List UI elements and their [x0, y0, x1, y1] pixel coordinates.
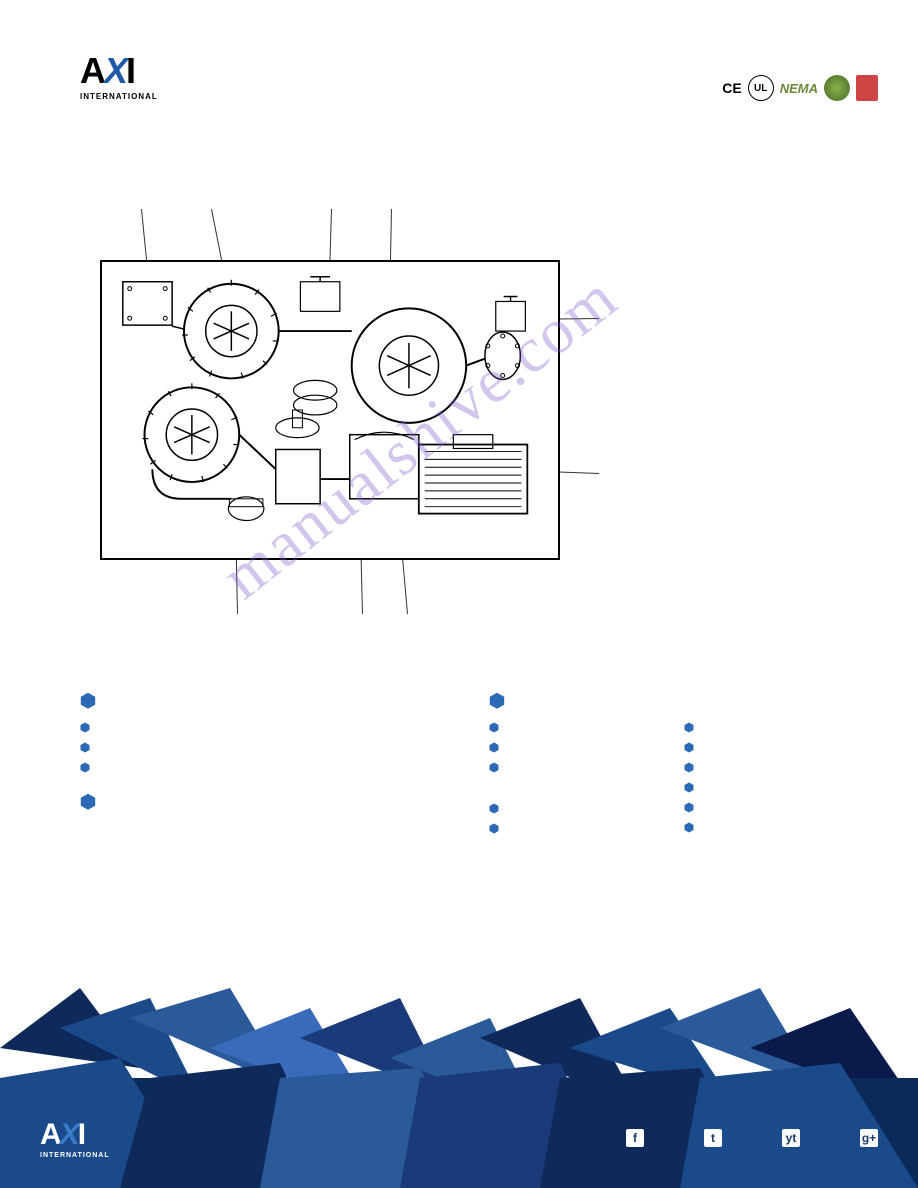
logo-letter-i: I — [126, 50, 134, 91]
nema-badge: NEMA — [780, 81, 818, 96]
certification-badges: CE UL NEMA — [722, 75, 878, 101]
bullet-icon — [684, 742, 694, 753]
spec-item — [684, 718, 859, 733]
spec-table-col-left — [489, 718, 664, 839]
facebook-icon[interactable]: f — [626, 1129, 644, 1147]
equipment-diagram — [100, 260, 560, 560]
twitter-icon-glyph: t — [704, 1129, 722, 1147]
spec-table-col-right — [684, 718, 859, 839]
bullet-icon — [489, 762, 499, 773]
bullet-icon — [684, 722, 694, 733]
page-header: AXI INTERNATIONAL CE UL NEMA — [0, 0, 918, 140]
diagram-marker-5 — [582, 300, 616, 338]
spec-item — [684, 818, 859, 833]
facebook-icon-glyph: f — [626, 1129, 644, 1147]
brand-logo-footer: AXI INTERNATIONAL — [40, 1118, 130, 1159]
ce-badge: CE — [722, 80, 741, 96]
twitter-icon[interactable]: t — [704, 1129, 722, 1147]
spec-header-c — [489, 692, 858, 710]
googleplus-icon[interactable]: g+ — [860, 1129, 878, 1147]
youtube-icon[interactable]: yt — [782, 1129, 800, 1147]
logo-letter-a: A — [80, 50, 104, 91]
hex-bullet-icon — [80, 692, 96, 710]
green-cert-badge — [824, 75, 850, 101]
spec-item — [489, 758, 664, 773]
logo-letter-x: X — [60, 1118, 78, 1151]
spec-item — [684, 798, 859, 813]
bullet-icon — [684, 802, 694, 813]
googleplus-icon-glyph: g+ — [860, 1129, 878, 1147]
bullet-icon — [489, 823, 499, 834]
diagram-marker-3 — [315, 190, 349, 228]
bullet-icon — [684, 762, 694, 773]
diagram-marker-2 — [195, 190, 229, 228]
brand-logo-top: AXI INTERNATIONAL — [80, 50, 180, 110]
diagram-marker-8 — [345, 595, 379, 633]
social-links: f t yt g+ — [626, 1129, 878, 1147]
spec-item — [684, 778, 859, 793]
bullet-icon — [684, 822, 694, 833]
spec-item — [489, 718, 664, 733]
logo-letter-x: X — [104, 50, 126, 91]
bullet-icon — [684, 782, 694, 793]
footer-content: AXI INTERNATIONAL f t yt g+ — [0, 1108, 918, 1168]
spec-header-a — [80, 692, 449, 710]
diagram-svg — [102, 262, 558, 558]
logo-subtitle: INTERNATIONAL — [80, 92, 180, 101]
spec-item — [684, 738, 859, 753]
spec-item — [489, 799, 664, 814]
spec-item — [489, 819, 664, 834]
ul-badge: UL — [748, 75, 774, 101]
diagram-marker-4 — [375, 190, 409, 228]
youtube-icon-glyph: yt — [782, 1129, 800, 1147]
spec-item — [684, 758, 859, 773]
logo-letter-i: I — [78, 1118, 84, 1151]
hex-bullet-icon — [80, 793, 96, 811]
spec-header-b — [80, 793, 449, 811]
logo-letter-a: A — [40, 1118, 60, 1151]
bullet-icon — [489, 722, 499, 733]
hex-bullet-icon — [489, 692, 505, 710]
bullet-icon — [489, 803, 499, 814]
diagram-marker-1 — [125, 190, 159, 228]
spec-item — [80, 738, 449, 753]
diagram-marker-7 — [220, 595, 254, 633]
bullet-icon — [80, 722, 90, 733]
bullet-icon — [80, 742, 90, 753]
spec-item — [80, 758, 449, 773]
bullet-icon — [80, 762, 90, 773]
specifications-section — [80, 680, 858, 839]
bullet-icon — [489, 742, 499, 753]
spec-item — [80, 718, 449, 733]
diagram-marker-9 — [390, 595, 424, 633]
spec-item — [489, 738, 664, 753]
red-cert-badge — [856, 75, 878, 101]
logo-subtitle: INTERNATIONAL — [40, 1152, 130, 1159]
diagram-marker-6 — [582, 455, 616, 493]
